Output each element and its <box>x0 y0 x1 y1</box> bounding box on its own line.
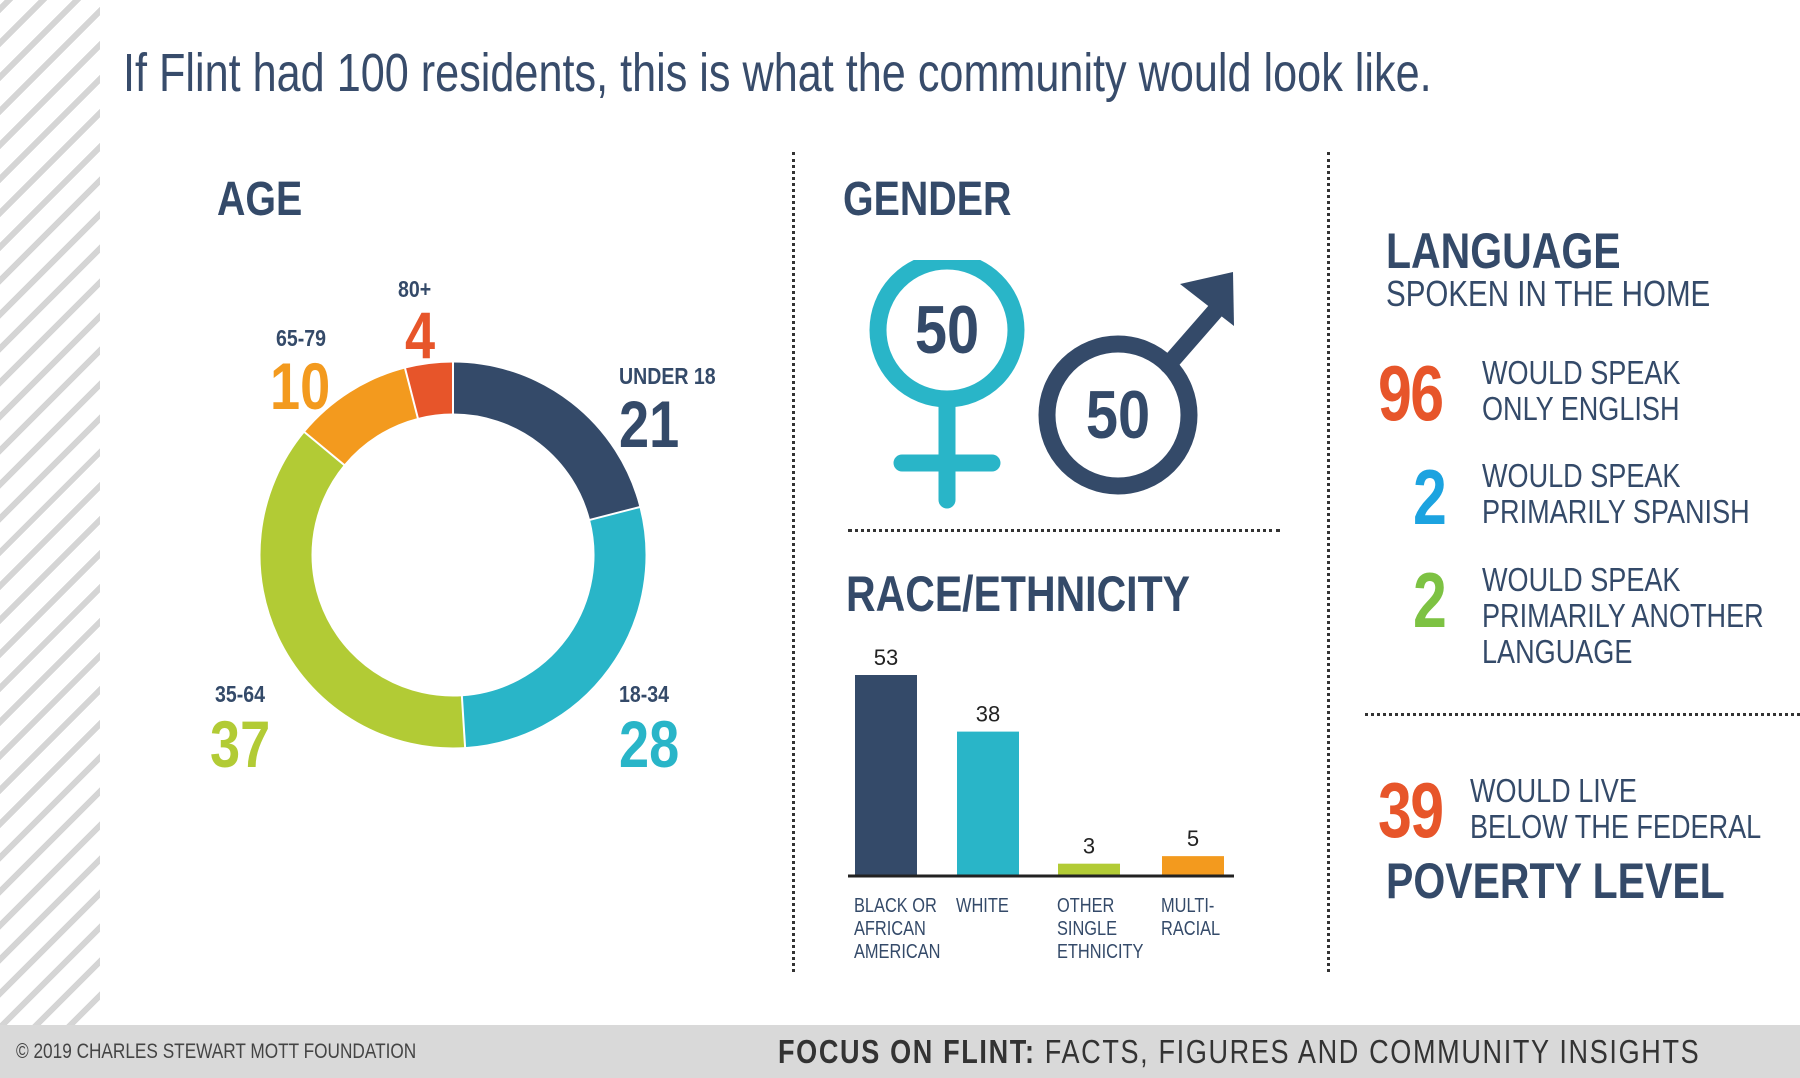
male-symbol-icon: 50 <box>1038 272 1234 495</box>
language-spanish-value: 2 <box>1413 453 1447 541</box>
race-bar-black-or-african-american <box>855 675 917 875</box>
race-label-multi-racial: MULTI-RACIAL <box>1161 893 1220 939</box>
age-slice-65-79 <box>304 368 419 466</box>
poverty-value: 39 <box>1378 766 1444 854</box>
age-label-80: 80+ <box>398 277 431 303</box>
race-value-multi-racial: 5 <box>1187 826 1199 851</box>
age-slice-18-34 <box>461 507 646 748</box>
language-spanish-line1: WOULD SPEAK <box>1482 457 1681 494</box>
race-label-line: OTHER <box>1057 893 1114 916</box>
divider-left <box>792 152 795 972</box>
race-value-black-or-african-american: 53 <box>874 645 898 670</box>
language-english-text: WOULD SPEAK ONLY ENGLISH <box>1482 355 1680 427</box>
race-label-line: WHITE <box>956 893 1009 916</box>
poverty-line1: WOULD LIVE <box>1470 772 1637 809</box>
race-bar-multi-racial <box>1162 856 1224 875</box>
age-slice-separator <box>303 430 346 467</box>
female-symbol-icon: 50 <box>869 260 1025 509</box>
age-value-65-79: 10 <box>270 349 330 423</box>
age-slice-under-18 <box>452 362 640 521</box>
age-value-18-34: 28 <box>619 707 679 781</box>
race-label-line: MULTI- <box>1161 893 1214 916</box>
age-slice-separator <box>460 695 467 749</box>
footer-bar: © 2019 CHARLES STEWART MOTT FOUNDATION F… <box>0 1025 1800 1078</box>
language-english-value: 96 <box>1378 349 1444 437</box>
female-value: 50 <box>915 293 979 368</box>
language-subheading: SPOKEN IN THE HOME <box>1386 273 1711 314</box>
language-spanish-line2: PRIMARILY SPANISH <box>1482 493 1750 530</box>
page-title: If Flint had 100 residents, this is what… <box>123 43 1432 103</box>
age-value-80: 4 <box>405 298 435 372</box>
race-label-line: AMERICAN <box>854 939 940 962</box>
age-label-under-18: UNDER 18 <box>619 364 716 390</box>
language-spanish-text: WOULD SPEAK PRIMARILY SPANISH <box>1482 458 1750 530</box>
race-label-white: WHITE <box>956 893 1009 916</box>
divider-language-poverty <box>1365 713 1800 716</box>
poverty-heading: POVERTY LEVEL <box>1386 853 1725 909</box>
language-heading: LANGUAGE <box>1386 223 1621 279</box>
gender-heading: GENDER <box>843 173 1012 226</box>
age-label-35-64: 35-64 <box>215 682 265 708</box>
poverty-line2: BELOW THE FEDERAL <box>1470 808 1762 845</box>
footer-title: FOCUS ON FLINT: FACTS, FIGURES AND COMMU… <box>778 1033 1700 1071</box>
footer-tagline: FACTS, FIGURES AND COMMUNITY INSIGHTS <box>1035 1033 1701 1070</box>
race-label-line: RACIAL <box>1161 916 1220 939</box>
age-value-under-18: 21 <box>619 387 679 461</box>
footer-copyright: © 2019 CHARLES STEWART MOTT FOUNDATION <box>16 1040 417 1063</box>
language-other-line3: LANGUAGE <box>1482 633 1633 670</box>
language-english-line2: ONLY ENGLISH <box>1482 390 1680 427</box>
language-other-line1: WOULD SPEAK <box>1482 561 1681 598</box>
age-slice-separator <box>588 505 641 522</box>
age-value-35-64: 37 <box>210 707 270 781</box>
male-value: 50 <box>1086 378 1150 453</box>
age-label-65-79: 65-79 <box>276 326 326 352</box>
race-label-line: BLACK OR <box>854 893 937 916</box>
race-value-white: 38 <box>976 702 1000 727</box>
language-other-text: WOULD SPEAK PRIMARILY ANOTHER LANGUAGE <box>1482 562 1764 670</box>
race-label-line: AFRICAN <box>854 916 926 939</box>
age-slice-35-64 <box>260 432 466 748</box>
language-other-line2: PRIMARILY ANOTHER <box>1482 597 1764 634</box>
footer-brand: FOCUS ON FLINT: <box>778 1033 1036 1070</box>
age-label-18-34: 18-34 <box>619 682 669 708</box>
race-label-line: ETHNICITY <box>1057 939 1143 962</box>
decorative-stripes <box>0 0 100 1025</box>
divider-gender-race <box>848 529 1280 532</box>
gender-icons: 50 50 <box>869 260 1234 509</box>
language-english-line1: WOULD SPEAK <box>1482 354 1681 391</box>
age-slice-separator <box>403 367 420 420</box>
race-bar-white <box>957 731 1019 875</box>
language-other-value: 2 <box>1413 556 1447 644</box>
race-bar-other-single-ethnicity <box>1058 863 1120 875</box>
poverty-text: WOULD LIVE BELOW THE FEDERAL <box>1470 773 1761 845</box>
race-heading: RACE/ETHNICITY <box>846 566 1190 622</box>
race-label-line: SINGLE <box>1057 916 1117 939</box>
age-heading: AGE <box>217 173 303 226</box>
divider-right <box>1327 152 1330 972</box>
race-value-other-single-ethnicity: 3 <box>1083 834 1095 859</box>
